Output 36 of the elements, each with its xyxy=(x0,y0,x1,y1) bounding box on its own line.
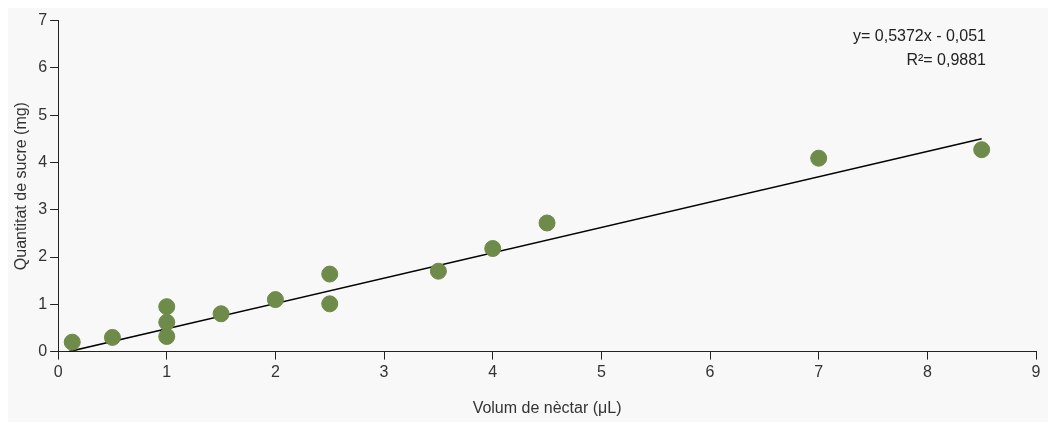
x-tick-label: 5 xyxy=(596,362,606,380)
annotation: R²= 0,9881 xyxy=(906,51,987,69)
point xyxy=(158,298,176,316)
x-tick-label: 2 xyxy=(270,362,280,380)
y-tick-label: 4 xyxy=(38,152,48,170)
x-tick-label: 0 xyxy=(53,362,63,380)
point xyxy=(103,328,121,346)
point xyxy=(484,240,502,258)
point xyxy=(158,327,176,345)
point xyxy=(973,141,991,159)
y-tick-label: 3 xyxy=(38,200,48,218)
point xyxy=(266,291,284,309)
y-tick-label: 2 xyxy=(38,247,48,265)
x-tick-label: 3 xyxy=(379,362,389,380)
point xyxy=(212,305,230,323)
point xyxy=(429,262,447,280)
point xyxy=(63,333,81,351)
x-tick-label: 9 xyxy=(1031,362,1041,380)
x-axis-title: Volum de nèctar (μL) xyxy=(472,398,622,416)
x-tick-label: 4 xyxy=(488,362,498,380)
x-tick-label: 7 xyxy=(814,362,824,380)
x-tick-label: 1 xyxy=(162,362,172,380)
point xyxy=(321,265,339,283)
point xyxy=(810,149,828,167)
y-tick-label: 0 xyxy=(38,342,48,360)
point xyxy=(158,313,176,331)
annotation: y= 0,5372x - 0,051 xyxy=(853,27,987,45)
x-tick-label: 6 xyxy=(705,362,715,380)
y-tick-label: 6 xyxy=(38,58,48,76)
y-tick-label: 7 xyxy=(38,11,48,29)
point xyxy=(538,214,556,232)
y-tick-label: 5 xyxy=(38,105,48,123)
x-tick-label: 8 xyxy=(922,362,932,380)
point xyxy=(321,295,339,313)
y-tick-label: 1 xyxy=(38,294,48,312)
y-axis-title: Quantitat de sucre (mg) xyxy=(12,102,30,271)
